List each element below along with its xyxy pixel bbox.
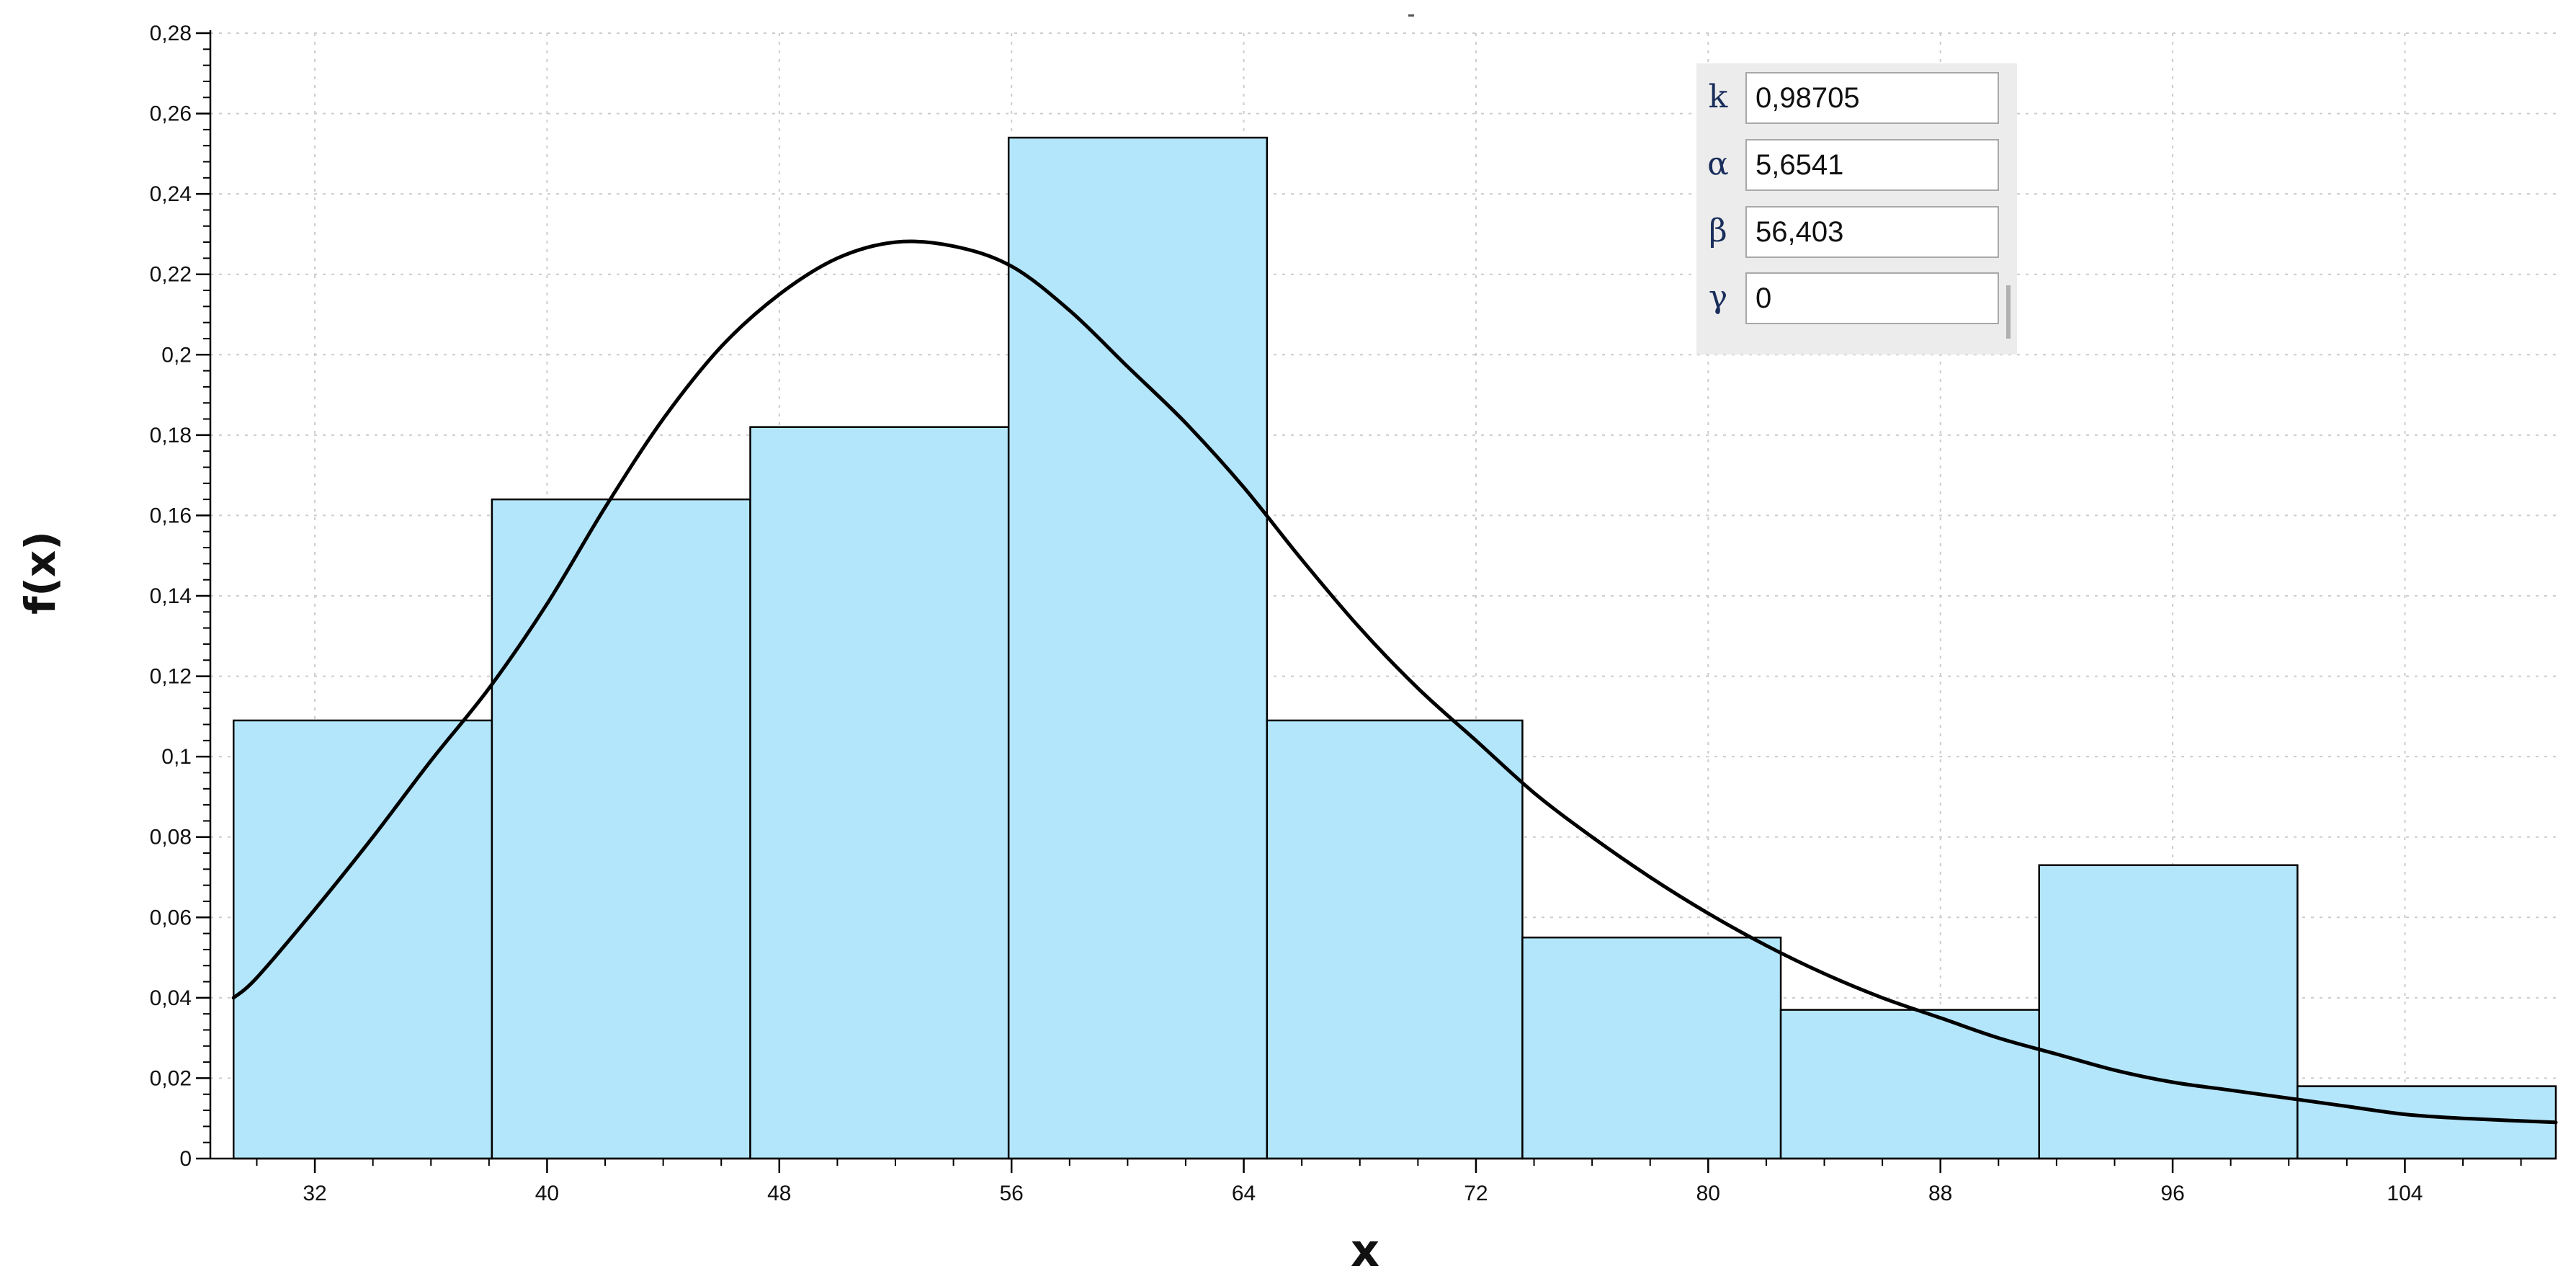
- x-tick-label: 48: [767, 1182, 791, 1205]
- y-tick-label: 0,24: [150, 182, 192, 206]
- histogram-bar: [232, 719, 493, 1160]
- param-row-alpha: α 5,6541: [1696, 132, 2017, 198]
- density-curve-layer: [231, 239, 2558, 1125]
- histogram-bar: [491, 498, 751, 1160]
- y-tick-label: 0,08: [150, 826, 192, 849]
- parameters-panel: k 0,98705 α 5,6541 β 56,403 γ 0: [1696, 63, 2017, 354]
- y-tick-label: 0,18: [150, 424, 192, 447]
- histogram-bar: [2038, 864, 2299, 1160]
- stray-dot-mark: [1408, 14, 1414, 17]
- param-field-gamma[interactable]: 0: [1745, 272, 1999, 324]
- x-tick-label: 56: [1000, 1182, 1024, 1205]
- y-tick-label: 0,06: [150, 906, 192, 929]
- y-axis-label: f(x): [16, 531, 65, 615]
- x-tick-label: 80: [1696, 1182, 1720, 1205]
- param-row-k: k 0,98705: [1696, 65, 2017, 131]
- histogram-bars: [232, 136, 2557, 1160]
- y-tick-label: 0,04: [150, 986, 192, 1010]
- x-tick-label: 32: [303, 1182, 326, 1205]
- param-row-gamma: γ 0: [1696, 265, 2017, 331]
- histogram-bar: [1266, 719, 1524, 1160]
- param-row-beta: β 56,403: [1696, 199, 2017, 265]
- y-tick-label: 0,16: [150, 504, 192, 527]
- y-tick-label: 0,02: [150, 1066, 192, 1090]
- x-axis-ticks: 32 40 48 56 64 72 80 88 96 104: [256, 1159, 2522, 1205]
- y-tick-label: 0,28: [150, 22, 192, 45]
- x-tick-label: 72: [1464, 1182, 1488, 1205]
- param-label-gamma: γ: [1708, 279, 1728, 316]
- y-tick-label: 0,1: [161, 745, 192, 769]
- param-label-alpha: α: [1707, 146, 1729, 182]
- y-tick-label: 0,12: [150, 665, 192, 689]
- y-tick-label: 0: [179, 1147, 192, 1171]
- x-tick-label: 88: [1928, 1182, 1952, 1205]
- y-axis-ticks: 0 0,02 0,04 0,06 0,08 0,1 0,12 0,14 0,16 0,18 0,2 0…: [150, 22, 210, 1171]
- param-label-beta: β: [1709, 213, 1727, 249]
- histogram-bar: [1521, 936, 1782, 1160]
- histogram-bar: [1779, 1009, 2040, 1160]
- y-tick-label: 0,14: [150, 584, 192, 608]
- y-tick-label: 0,2: [161, 343, 192, 367]
- y-tick-label: 0,26: [150, 102, 192, 126]
- x-tick-label: 40: [535, 1182, 559, 1205]
- histogram-bar: [749, 426, 1010, 1160]
- density-curve: [231, 239, 2558, 1125]
- y-tick-label: 0,22: [150, 263, 192, 287]
- param-field-k[interactable]: 0,98705: [1745, 72, 1999, 124]
- param-label-k: k: [1708, 79, 1728, 115]
- field-scroll-stub: [2006, 285, 2011, 339]
- x-tick-label: 96: [2160, 1182, 2184, 1205]
- x-tick-label: 64: [1232, 1182, 1256, 1205]
- axes: [209, 30, 2556, 1160]
- histogram-bar: [1007, 136, 1269, 1160]
- x-tick-label: 104: [2387, 1182, 2423, 1205]
- param-field-alpha[interactable]: 5,6541: [1745, 139, 1999, 191]
- param-field-beta[interactable]: 56,403: [1745, 206, 1999, 258]
- x-axis-label: x: [1351, 1224, 1379, 1276]
